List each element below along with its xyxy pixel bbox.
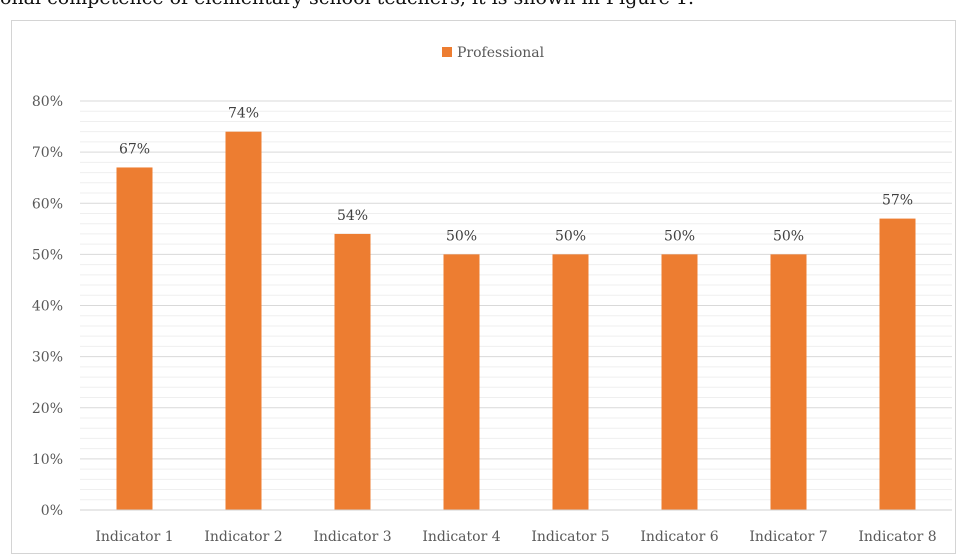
- x-tick-label: Indicator 5: [531, 529, 609, 545]
- legend-label: Professional: [457, 45, 545, 61]
- gridlines: [80, 100, 952, 501]
- bar: [879, 218, 916, 510]
- data-label: 50%: [446, 228, 477, 244]
- y-tick-label: 30%: [32, 350, 63, 366]
- y-tick-label: 0%: [41, 503, 63, 519]
- y-tick-label: 50%: [32, 247, 63, 263]
- bar: [552, 254, 589, 510]
- legend: Professional: [442, 45, 545, 61]
- caption-text: onal competence of elementary school tea…: [0, 0, 966, 17]
- x-tick-label: Indicator 7: [749, 529, 827, 545]
- bar: [661, 254, 698, 510]
- x-tick-label: Indicator 1: [95, 529, 173, 545]
- data-label: 67%: [119, 141, 150, 157]
- bar: [225, 131, 262, 511]
- bar: [770, 254, 807, 510]
- data-label: 57%: [882, 193, 913, 209]
- y-tick-label: 40%: [32, 299, 63, 315]
- x-tick-label: Indicator 2: [204, 529, 282, 545]
- bars: [116, 131, 916, 511]
- data-labels: 67% 74% 54% 50% 50% 50% 50% 57%: [119, 106, 913, 245]
- y-tick-label: 60%: [32, 196, 63, 212]
- y-tick-label: 10%: [32, 452, 63, 468]
- data-label: 50%: [773, 228, 804, 244]
- y-tick-label: 80%: [32, 94, 63, 110]
- x-tick-label: Indicator 3: [313, 529, 391, 545]
- bar: [443, 254, 480, 510]
- bar: [116, 167, 153, 510]
- data-label: 50%: [664, 228, 695, 244]
- y-axis-ticks: 0% 10% 20% 30% 40% 50% 60% 70% 80%: [32, 94, 63, 519]
- data-label: 54%: [337, 208, 368, 224]
- data-label: 50%: [555, 228, 586, 244]
- y-tick-label: 20%: [32, 401, 63, 417]
- x-axis-ticks: Indicator 1 Indicator 2 Indicator 3 Indicat…: [95, 529, 936, 545]
- data-label: 74%: [228, 106, 259, 122]
- x-tick-label: Indicator 6: [640, 529, 718, 545]
- x-tick-label: Indicator 4: [422, 529, 500, 545]
- x-tick-label: Indicator 8: [858, 529, 936, 545]
- y-tick-label: 70%: [32, 145, 63, 161]
- legend-swatch: [442, 47, 452, 57]
- bar: [334, 233, 371, 511]
